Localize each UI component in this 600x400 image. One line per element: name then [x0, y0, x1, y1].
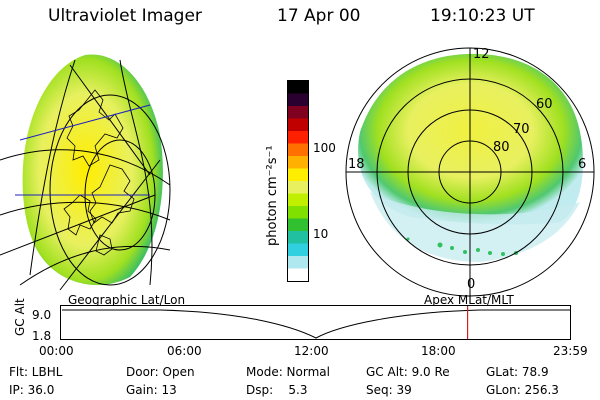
timeline-xtick-1200: 12:00 [294, 344, 329, 358]
colorbar-band [288, 93, 308, 107]
colorbar-band [288, 156, 308, 169]
info-glon: GLon: 256.3 [486, 383, 559, 397]
mlt-label-12: 12 [473, 47, 490, 62]
info-glat: GLat: 78.9 [486, 365, 549, 379]
timeline-xtick-0600: 06:00 [167, 344, 202, 358]
geographic-caption: Geographic Lat/Lon [68, 293, 186, 307]
polar-map: 12 18 6 0 60 70 80 [345, 47, 595, 297]
timeline-xtick-1800: 18:00 [421, 344, 456, 358]
apex-caption: Apex MLat/MLT [424, 293, 514, 307]
colorbar-band [288, 81, 308, 94]
lat-label-60: 60 [536, 97, 553, 112]
colorbar-band [288, 143, 308, 157]
colorbar-tick-10: 10 [313, 227, 329, 241]
timeline-xtick-2359: 23:59 [553, 344, 588, 358]
colorbar-band [288, 181, 308, 194]
info-mode: Mode: Normal [246, 365, 330, 379]
mlt-label-0: 0 [467, 277, 475, 292]
timeline-axis-label: GC Alt [13, 298, 27, 336]
timeline-xtick-0000: 00:00 [39, 344, 74, 358]
app-title: Ultraviolet Imager [48, 6, 202, 26]
timeline-ytick-9: 9.0 [32, 308, 52, 322]
date-label: 17 Apr 00 [277, 6, 361, 26]
colorbar-band [288, 193, 308, 207]
info-flt: Flt: LBHL [9, 365, 63, 379]
info-ip: IP: 36.0 [9, 383, 55, 397]
timeline-ytick-1: 1.8 [32, 329, 52, 343]
mlt-label-18: 18 [348, 157, 365, 172]
colorbar-band [288, 168, 308, 182]
info-seq: Seq: 39 [366, 383, 412, 397]
colorbar-band [288, 106, 308, 119]
colorbar-band [288, 268, 308, 282]
altitude-timeline [60, 305, 571, 340]
colorbar-unit-label: photon cm⁻²s⁻¹ [265, 145, 280, 246]
time-label: 19:10:23 UT [430, 6, 535, 26]
info-gc-alt: GC Alt: 9.0 Re [366, 365, 450, 379]
info-dsp: Dsp: 5.3 [246, 383, 308, 397]
colorbar-band [288, 243, 308, 257]
geographic-map [0, 54, 171, 291]
info-door: Door: Open [126, 365, 195, 379]
colorbar-gradient [288, 81, 308, 282]
info-gain: Gain: 13 [126, 383, 177, 397]
colorbar [287, 80, 309, 282]
colorbar-band [288, 231, 308, 244]
colorbar-band [288, 218, 308, 232]
lat-label-70: 70 [513, 122, 530, 137]
colorbar-band [288, 131, 308, 144]
lat-label-80: 80 [493, 140, 510, 155]
colorbar-tick-100: 100 [313, 141, 336, 155]
colorbar-band [288, 206, 308, 219]
mlt-label-6: 6 [578, 157, 586, 172]
colorbar-band [288, 118, 308, 132]
colorbar-band [288, 256, 308, 269]
